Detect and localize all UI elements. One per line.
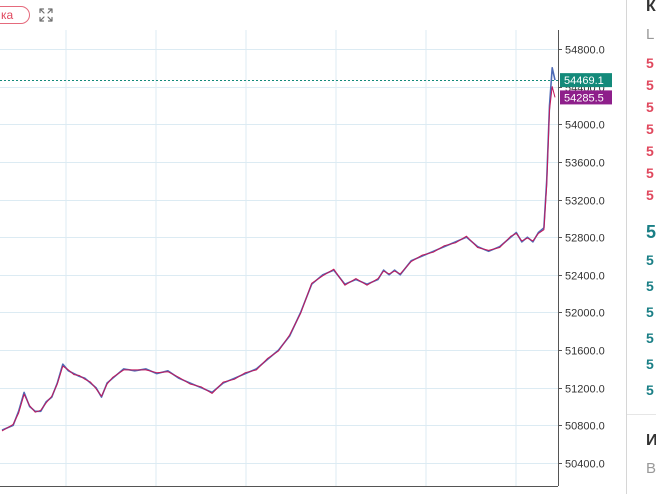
side-panel-footer-subtitle: В [646,460,656,477]
side-panel-row: 5 [646,143,654,159]
chart-grid [0,30,558,486]
chart-series-layer [1,67,556,432]
y-tick-label: 53200.0 [565,196,605,208]
y-tick-label: 51600.0 [565,346,605,358]
side-panel-row: 5 [646,222,656,242]
y-tick-label: 52800.0 [565,233,605,245]
side-panel-header: К [646,0,656,15]
side-panel-row: 5 [646,99,654,115]
indicator-toggle-button[interactable]: ка [0,6,30,24]
price-chart[interactable]: 54800.054400.054000.053600.053200.052800… [0,0,626,494]
side-panel-row: 5 [646,165,654,181]
y-tick-label: 54000.0 [565,120,605,132]
y-tick-label: 51200.0 [565,384,605,396]
price-series-line [1,86,556,432]
side-panel-row: 5 [646,187,654,203]
price-series-line [1,67,556,431]
secondary-price-badge: 54285.5 [564,92,604,104]
expand-arrows-icon[interactable] [38,7,54,23]
side-panel-row: 5 [646,278,654,294]
side-panel-row: 5 [646,252,654,268]
y-tick-label: 50800.0 [565,421,605,433]
price-axis: 54800.054400.054000.053600.053200.052800… [0,30,605,487]
side-panel-row: 5 [646,77,654,93]
price-badges: 54469.1 54285.5 [0,73,612,105]
y-tick-label: 52000.0 [565,308,605,320]
side-panel-row: 5 [646,330,654,346]
side-panel-row: 5 [646,55,654,71]
side-panel-subheader: L [646,26,655,43]
y-tick-label: 54800.0 [565,45,605,57]
side-panel-row: 5 [646,304,654,320]
secondary-price-badge-bg [560,90,612,105]
side-panel-row: 5 [646,356,654,372]
current-price-badge-bg [560,73,612,88]
indicator-toggle-label: ка [1,8,14,22]
y-tick-label: 53600.0 [565,158,605,170]
y-tick-label: 52400.0 [565,271,605,283]
side-panel-footer-title: И [646,432,656,449]
side-panel-row: 5 [646,121,654,137]
side-panel-divider [627,414,656,415]
current-price-badge: 54469.1 [564,75,604,87]
chart-area[interactable]: ка 54800.0 54400.0 54000.0 53600.0 53200.0 52… [0,0,627,494]
side-panel-row: 5 [646,382,654,398]
y-tick-label: 50400.0 [565,459,605,471]
